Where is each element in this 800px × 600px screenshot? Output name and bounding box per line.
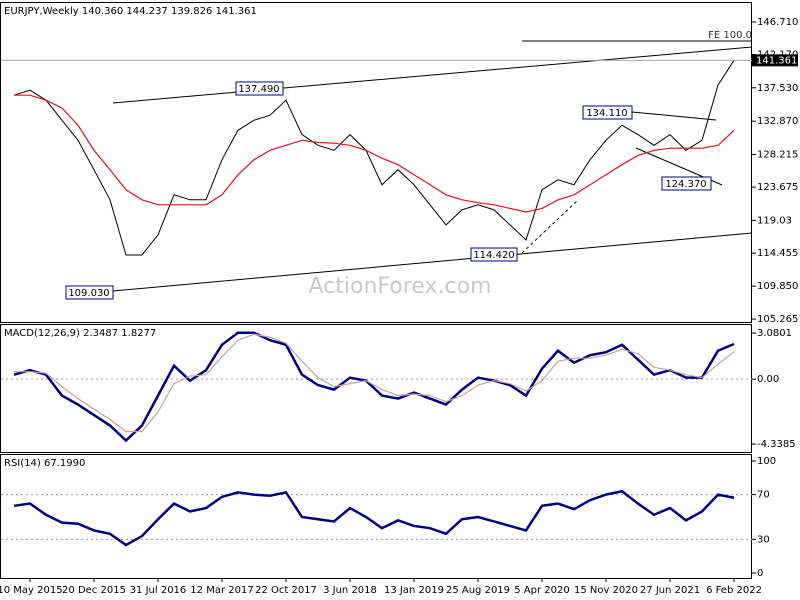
x-tick-label: 27 Jun 2021 — [640, 585, 700, 596]
series-line — [14, 333, 735, 433]
x-tick-label: 15 Nov 2020 — [574, 585, 638, 596]
series-line — [13, 60, 735, 256]
trendlines — [112, 40, 753, 292]
y-tick-label: 123.675 — [757, 182, 798, 193]
x-tick-label: 22 Oct 2017 — [255, 585, 317, 596]
macd-panel — [0, 324, 752, 453]
annotation: 114.420 — [473, 250, 514, 261]
chart-title: EURJPY,Weekly 140.360 144.237 139.826 14… — [4, 6, 257, 17]
y-tick-label: 0 — [757, 568, 763, 579]
x-tick-label: 5 Apr 2020 — [514, 585, 569, 596]
last-price-label: 141.361 — [756, 55, 797, 66]
y-tick-label: 132.870 — [757, 116, 798, 127]
y-tick-label: 119.03 — [757, 215, 792, 226]
y-tick-label: 70 — [757, 490, 770, 501]
x-tick-label: 20 Dec 2015 — [62, 585, 126, 596]
y-tick-label: 105.265 — [757, 314, 798, 325]
rsi-panel — [0, 454, 752, 579]
panel-title: RSI(14) 67.1990 — [4, 458, 85, 469]
annotations: 137.490 134.110 124.370 114.420 109.030 … — [65, 30, 752, 300]
y-tick-label: 128.215 — [757, 150, 798, 161]
annotation: 109.030 — [68, 288, 109, 299]
annotation: 134.110 — [586, 108, 627, 119]
annotation: FE 100.0 — [708, 30, 752, 41]
annotation-box — [661, 176, 712, 191]
x-tick-label: 31 Jul 2016 — [130, 585, 187, 596]
x-tick-label: 3 Jun 2018 — [323, 585, 377, 596]
series-line — [13, 331, 735, 443]
panel-title: MACD(12,26,9) 2.3487 1.8277 — [4, 328, 156, 339]
y-tick-label: 137.530 — [757, 83, 798, 94]
last-price-box — [752, 54, 798, 67]
price-panel — [0, 2, 752, 323]
y-tick-label: 109.850 — [757, 281, 798, 292]
x-tick-label: 13 Jan 2019 — [384, 585, 444, 596]
y-tick-label: 146.710 — [757, 17, 798, 28]
annotation-box — [65, 285, 114, 300]
x-tick-label: 10 May 2015 — [0, 585, 63, 596]
annotation: 124.370 — [665, 179, 706, 190]
annotation: 137.490 — [238, 84, 279, 95]
x-tick-label: 12 Mar 2017 — [190, 585, 253, 596]
y-tick-label: 30 — [757, 534, 770, 545]
y-tick-label: 3.0801 — [757, 328, 792, 339]
series-line — [13, 489, 735, 547]
annotation-box — [235, 81, 284, 96]
y-tick-label: 114.455 — [757, 248, 798, 259]
x-tick-label: 25 Aug 2019 — [446, 585, 510, 596]
series-line — [14, 94, 735, 213]
y-tick-label: 0.00 — [757, 374, 779, 385]
y-tick-label: 100 — [757, 456, 776, 467]
x-tick-label: 6 Feb 2022 — [706, 585, 762, 596]
annotation-box — [582, 105, 633, 120]
annotation-box — [470, 247, 518, 262]
watermark: ActionForex.com — [309, 274, 492, 299]
y-tick-label: -4.3385 — [757, 439, 796, 450]
